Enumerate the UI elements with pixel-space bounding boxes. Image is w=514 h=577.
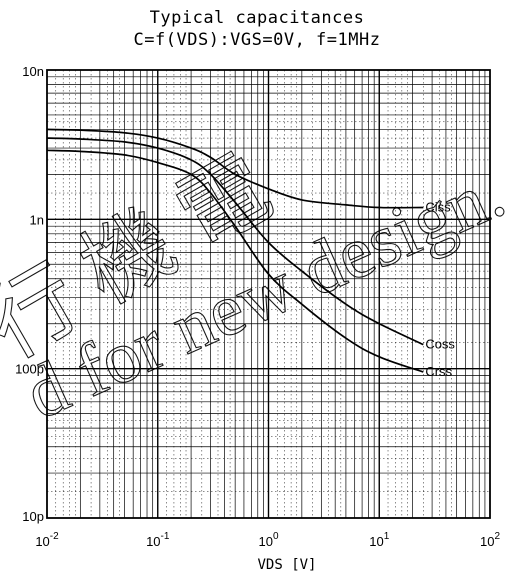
x-tick-label: 101 <box>369 531 389 549</box>
series-labels: Ciss Coss Crss <box>425 200 455 379</box>
chart-title: Typical capacitances <box>149 8 365 28</box>
y-tick-label: 1n <box>30 212 44 227</box>
x-tick-label: 100 <box>258 531 278 549</box>
y-tick-label: 100p <box>15 362 44 377</box>
plot-border <box>46 69 491 519</box>
watermark: 行 機 電d for new design. <box>0 139 514 436</box>
grid <box>47 70 490 518</box>
series-label-coss: Coss <box>425 337 455 352</box>
x-tick-label: 10-1 <box>146 531 170 549</box>
y-tick-label: 10p <box>22 509 44 524</box>
x-tick-label: 102 <box>480 531 500 549</box>
series-label-ciss: Ciss <box>425 200 451 215</box>
series-label-crss: Crss <box>425 364 452 379</box>
x-axis-label: VDS [V] <box>257 557 316 573</box>
chart-subtitle: C=f(VDS):VGS=0V, f=1MHz <box>133 30 381 50</box>
series-line-crss <box>46 149 424 373</box>
plot-frame <box>46 69 491 519</box>
series-lines <box>46 128 424 373</box>
series-line-coss <box>46 137 424 346</box>
x-tick-labels: 10-2 10-1 100 101 102 <box>35 531 500 549</box>
y-tick-labels: 10p 100p 1n 10n <box>15 64 44 524</box>
series-line-ciss <box>46 128 424 209</box>
y-tick-label: 10n <box>22 64 44 79</box>
x-tick-label: 10-2 <box>35 531 59 549</box>
